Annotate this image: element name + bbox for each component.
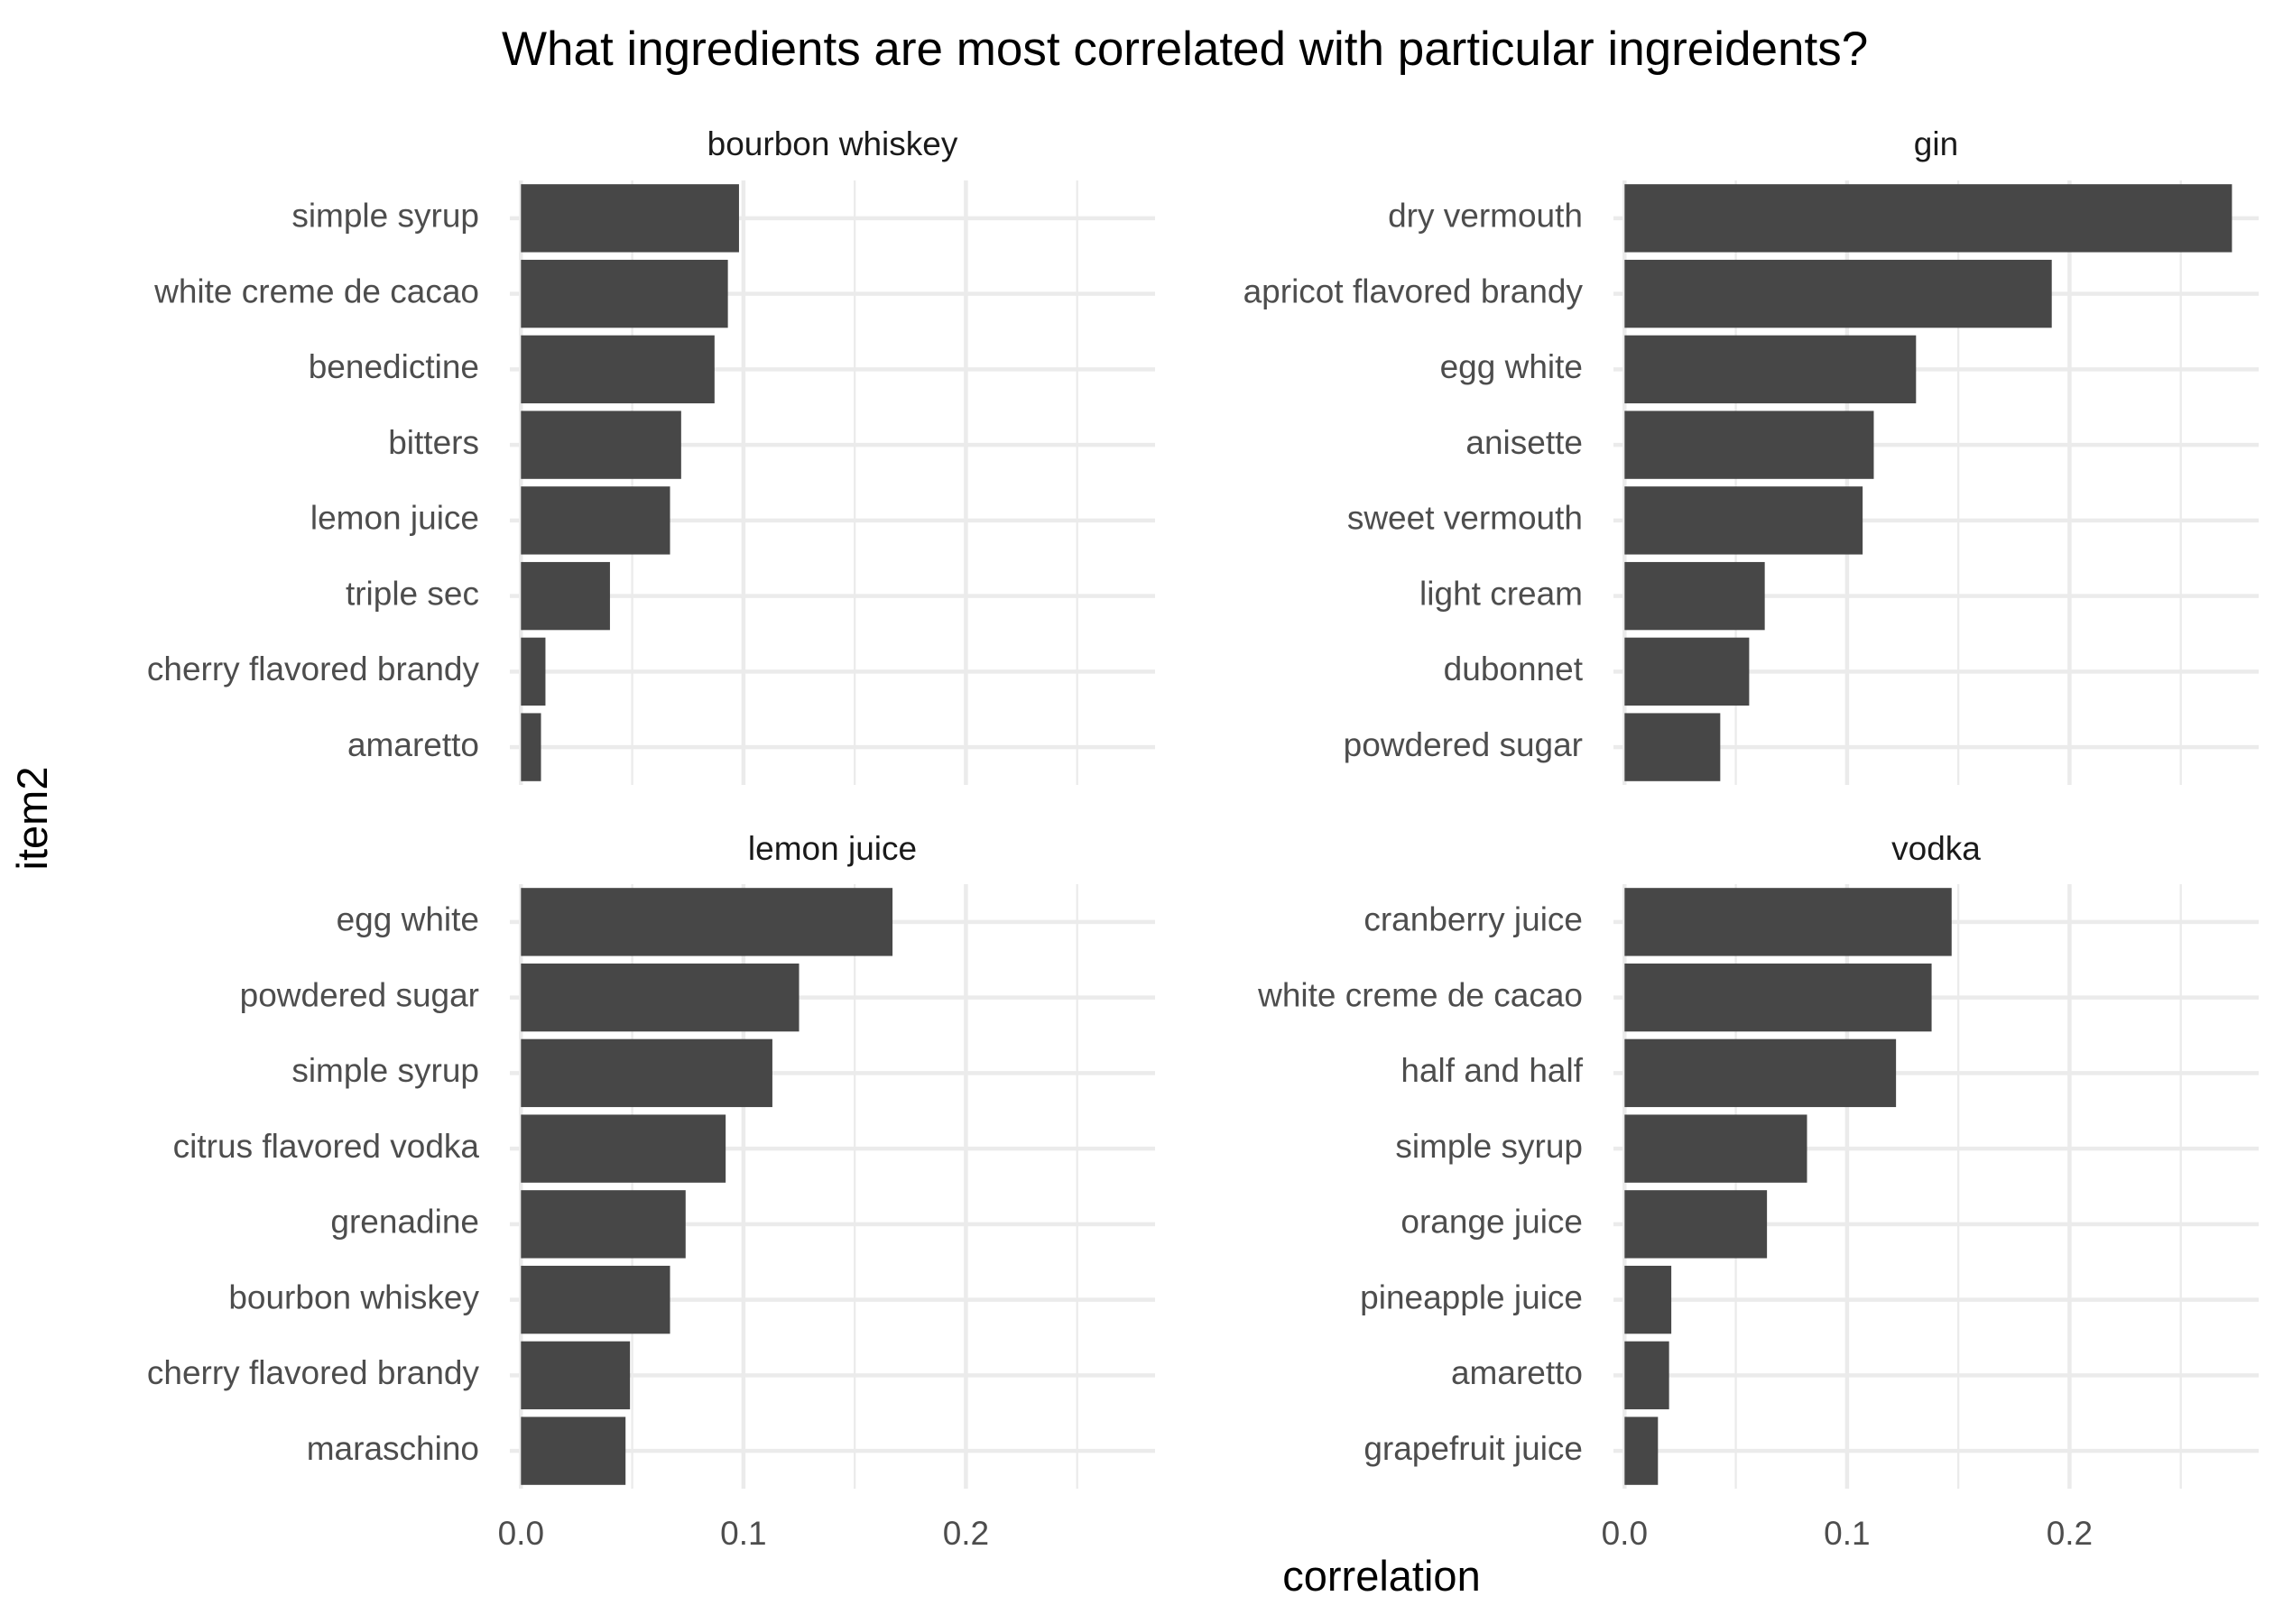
category-label: bitters [388, 424, 479, 461]
bar [1624, 1265, 1672, 1334]
bar [1624, 1114, 1807, 1183]
bar [521, 1038, 772, 1108]
bar [1624, 1416, 1659, 1485]
bar [1624, 259, 2052, 328]
bar [1624, 411, 1874, 479]
category-label: white creme de cacao [153, 272, 479, 309]
facet-panel: lemon juice egg white powdered sugar simple… [147, 830, 1155, 1552]
bar [521, 963, 800, 1032]
facet-label: lemon juice [748, 830, 917, 867]
x-tick-label: 0.2 [943, 1515, 989, 1552]
category-label: maraschino [307, 1430, 479, 1467]
category-label: pineapple juice [1360, 1278, 1583, 1315]
panels-layer: bourbon whiskey simple syrup white creme d… [147, 125, 2259, 1552]
category-label: dubonnet [1444, 651, 1584, 687]
category-label: grenadine [330, 1204, 479, 1241]
chart-title: What ingredients are most correlated wit… [502, 23, 1868, 76]
x-tick-label: 0.2 [2047, 1515, 2093, 1552]
bar [521, 1190, 686, 1259]
category-label: apricot flavored brandy [1243, 272, 1584, 309]
bar [1624, 1190, 1768, 1259]
category-label: simple syrup [291, 198, 479, 235]
category-label: egg white [1440, 348, 1583, 385]
category-label: lemon juice [310, 500, 479, 537]
x-tick-label: 0.1 [720, 1515, 766, 1552]
facet-label: bourbon whiskey [707, 125, 958, 162]
bar [1624, 486, 1863, 555]
category-label: powdered sugar [1344, 726, 1583, 763]
bar [521, 637, 546, 706]
category-label: simple syrup [1395, 1128, 1583, 1165]
bar [1624, 888, 1952, 956]
bar [1624, 335, 1917, 404]
facet-panel: gin dry vermouth apricot flavored brandy eg… [1243, 125, 2259, 785]
category-label: sweet vermouth [1347, 500, 1583, 537]
x-tick-label: 0.1 [1824, 1515, 1870, 1552]
category-label: benedictine [309, 348, 479, 385]
x-tick-label: 0.0 [1602, 1515, 1648, 1552]
category-label: amaretto [1451, 1354, 1583, 1391]
x-axis-title: correlation [1282, 1552, 1480, 1600]
bar [1624, 637, 1750, 706]
bar [1624, 1038, 1897, 1108]
category-label: citrus flavored vodka [173, 1128, 480, 1165]
category-label: white creme de cacao [1257, 976, 1583, 1013]
facet-panel: vodka cranberry juice white creme de cacao… [1257, 830, 2259, 1552]
category-label: cranberry juice [1363, 901, 1583, 938]
category-label: orange juice [1400, 1204, 1583, 1241]
bar [1624, 1341, 1669, 1410]
category-label: dry vermouth [1388, 198, 1583, 235]
facet-panel: bourbon whiskey simple syrup white creme d… [147, 125, 1155, 785]
category-label: bourbon whiskey [228, 1278, 479, 1315]
category-label: cherry flavored brandy [147, 651, 480, 687]
bar [521, 713, 541, 781]
category-label: anisette [1465, 424, 1583, 461]
bar [1624, 184, 2232, 253]
category-label: powdered sugar [240, 976, 479, 1013]
bar [521, 888, 893, 956]
x-tick-label: 0.0 [498, 1515, 544, 1552]
category-label: triple sec [346, 575, 479, 612]
bar [521, 1416, 626, 1485]
bar [1624, 713, 1721, 781]
facet-label: gin [1914, 125, 1958, 162]
bar [521, 561, 610, 631]
bar [521, 1114, 726, 1183]
bar [521, 1265, 670, 1334]
bar [521, 1341, 631, 1410]
bar [521, 486, 670, 555]
y-axis-title: item2 [8, 767, 56, 871]
category-label: light cream [1419, 575, 1583, 612]
category-label: half and half [1400, 1052, 1583, 1089]
category-label: egg white [337, 901, 479, 938]
bar [1624, 963, 1932, 1032]
category-label: amaretto [347, 726, 479, 763]
bar [521, 335, 715, 404]
facet-label: vodka [1891, 830, 1981, 867]
bar [1624, 561, 1765, 631]
category-label: grapefruit juice [1363, 1430, 1583, 1467]
bar [521, 259, 728, 328]
category-label: simple syrup [291, 1052, 479, 1089]
bar [521, 411, 681, 479]
category-label: cherry flavored brandy [147, 1354, 480, 1391]
bar [521, 184, 739, 253]
